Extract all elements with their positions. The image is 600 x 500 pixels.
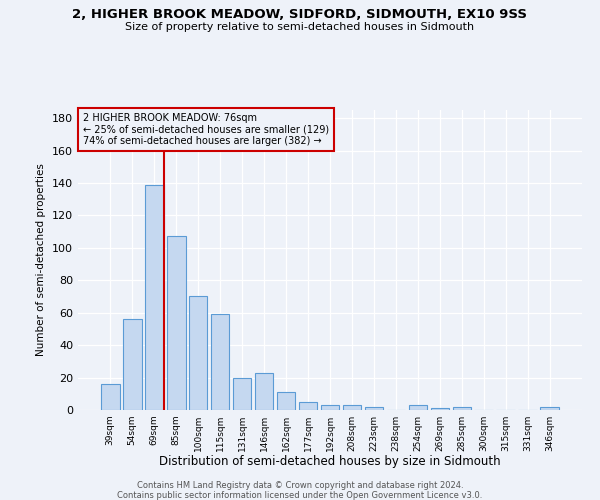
Bar (452, 407, 471, 410)
Bar (255, 372, 274, 410)
Y-axis label: Number of semi-detached properties: Number of semi-detached properties (37, 164, 46, 356)
Bar (365, 407, 383, 410)
Text: 2 HIGHER BROOK MEADOW: 76sqm
← 25% of semi-detached houses are smaller (129)
74%: 2 HIGHER BROOK MEADOW: 76sqm ← 25% of se… (83, 113, 329, 146)
Text: Contains HM Land Registry data © Crown copyright and database right 2024.: Contains HM Land Registry data © Crown c… (137, 481, 463, 490)
Bar (277, 392, 295, 410)
Bar (541, 407, 559, 410)
Bar (233, 378, 251, 410)
Text: Contains public sector information licensed under the Open Government Licence v3: Contains public sector information licen… (118, 491, 482, 500)
Bar (145, 184, 164, 410)
Bar (409, 405, 427, 410)
Text: Distribution of semi-detached houses by size in Sidmouth: Distribution of semi-detached houses by … (159, 455, 501, 468)
Bar (343, 405, 361, 410)
Bar (189, 296, 208, 410)
Bar (320, 405, 340, 410)
Bar (123, 319, 142, 410)
Text: 2, HIGHER BROOK MEADOW, SIDFORD, SIDMOUTH, EX10 9SS: 2, HIGHER BROOK MEADOW, SIDFORD, SIDMOUT… (73, 8, 527, 20)
Bar (299, 402, 317, 410)
Bar (211, 314, 229, 410)
Bar (167, 236, 185, 410)
Bar (431, 408, 449, 410)
Text: Size of property relative to semi-detached houses in Sidmouth: Size of property relative to semi-detach… (125, 22, 475, 32)
Bar (101, 384, 119, 410)
